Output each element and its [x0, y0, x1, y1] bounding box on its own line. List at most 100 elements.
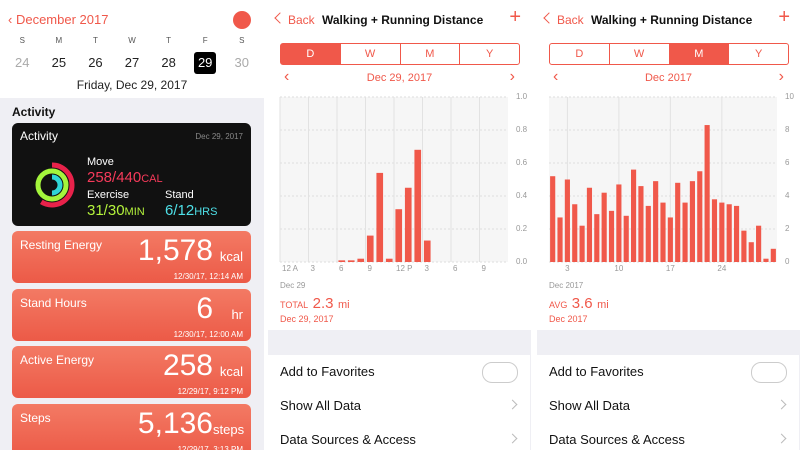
metric-value: 258 [162, 349, 213, 382]
row-label: Show All Data [549, 398, 630, 413]
date-cell[interactable]: 26 [77, 52, 114, 74]
segment[interactable]: M [399, 44, 460, 64]
bar [347, 260, 355, 262]
y-tick-label: 0.4 [516, 191, 528, 200]
stat: AVG 3.6 mi [549, 295, 609, 313]
row-label: Data Sources & Access [280, 432, 416, 447]
bar [645, 205, 651, 262]
metric-card[interactable]: Stand Hours 6 hr 12/30/17, 12:00 AM [12, 288, 251, 341]
bar [423, 240, 431, 262]
metric-value: 5,136 [137, 406, 213, 440]
x-tick-label: 3 [565, 264, 570, 273]
stat-date: Dec 29, 2017 [280, 314, 334, 324]
bar [741, 230, 747, 262]
metric-title: Resting Energy [20, 238, 103, 252]
exercise-label: Exercise [87, 189, 130, 201]
y-tick-label: 6 [785, 158, 790, 167]
activity-title: Activity [20, 129, 59, 143]
segment[interactable]: D [575, 48, 584, 60]
y-tick-label: 0 [785, 257, 790, 266]
bar [572, 204, 578, 262]
bar [608, 210, 615, 262]
segment[interactable]: W [608, 44, 669, 64]
back-button[interactable]: Back [557, 13, 584, 27]
x-tick-label: 6 [453, 264, 458, 273]
add-button[interactable]: + [509, 6, 521, 28]
metric-value: 6 [196, 291, 213, 325]
activity-rings [29, 162, 75, 208]
period-label: Dec 29, 2017 [366, 72, 433, 84]
back-button[interactable]: ‹ December 2017 [8, 12, 109, 27]
x-tick-label: 3 [311, 264, 316, 273]
activity-card[interactable]: Activity Dec 29, 2017 Move 258/440CAL Ex… [12, 123, 251, 226]
stat-unit: mi [597, 299, 609, 311]
list-row[interactable]: Data Sources & Access [537, 423, 799, 450]
chevron [507, 399, 518, 410]
stat-value: 2.3 [312, 295, 334, 312]
x-tick-label: 12 A [282, 264, 299, 273]
weekday: S [19, 36, 25, 45]
date-cell[interactable]: 28 [150, 52, 187, 74]
list-row[interactable]: Data Sources & Access [268, 423, 530, 450]
date-cell[interactable]: 24 [4, 52, 41, 74]
list-row[interactable]: Show All Data [268, 389, 530, 424]
bar [395, 209, 403, 262]
metric-time: 12/30/17, 12:14 AM [173, 272, 243, 281]
metric-card[interactable]: Steps 5,136 steps 12/29/17, 3:13 PM [12, 403, 251, 450]
back-button[interactable]: Back [288, 13, 315, 27]
segment[interactable]: Y [728, 44, 788, 64]
bar [675, 182, 681, 262]
add-button[interactable]: + [778, 6, 790, 28]
prev-arrow[interactable]: ‹ [284, 68, 290, 85]
next-arrow[interactable]: › [509, 68, 515, 85]
next-arrow[interactable]: › [778, 68, 784, 85]
y-tick-label: 0.0 [516, 257, 528, 266]
x-tick-label: 12 P [396, 264, 412, 273]
move-label: Move [87, 156, 114, 168]
bar [557, 217, 563, 262]
date: 29 [194, 52, 217, 74]
bar [564, 179, 570, 262]
activity-date: Dec 29, 2017 [195, 132, 243, 141]
prev-arrow[interactable]: ‹ [553, 68, 559, 85]
stat-unit: mi [337, 299, 350, 311]
list-row[interactable]: Add to Favorites [268, 355, 530, 390]
y-tick-label: 10 [785, 92, 794, 101]
date-cell[interactable]: 29 [187, 52, 224, 74]
list-row[interactable]: Show All Data [537, 389, 799, 424]
metric-value: 1,578 [137, 234, 213, 267]
bar [719, 202, 725, 262]
exercise-value: 31/30MIN [87, 202, 145, 219]
toggle[interactable] [751, 362, 787, 383]
bar [404, 187, 412, 262]
metric-card[interactable]: Resting Energy 1,578 kcal 12/30/17, 12:14 A… [12, 231, 251, 283]
weekday: M [55, 36, 63, 45]
metric-card[interactable]: Active Energy 258 kcal 12/29/17, 9:12 PM [12, 346, 251, 398]
date-cell[interactable]: 27 [114, 52, 151, 74]
date-cell[interactable]: 30 [223, 52, 260, 74]
metric-title: Active Energy [20, 353, 95, 367]
metric-title: Stand Hours [20, 295, 87, 310]
header-title: December 2017 [15, 12, 109, 27]
weekday: S [239, 36, 245, 45]
stat: TOTAL 2.3 mi [280, 295, 350, 313]
toggle[interactable] [482, 362, 518, 383]
segment[interactable]: Y [459, 44, 519, 64]
weekday: F [202, 36, 208, 45]
bar [579, 225, 585, 262]
y-tick-label: 2 [785, 224, 790, 233]
profile-icon[interactable] [233, 11, 251, 29]
stand-number: 6/12 [165, 202, 195, 219]
segment[interactable]: D [281, 44, 340, 64]
date-cell[interactable]: 25 [41, 52, 78, 74]
segment[interactable]: W [339, 44, 400, 64]
segment[interactable]: M [668, 44, 729, 64]
bar [338, 260, 346, 262]
bar [726, 204, 732, 262]
y-tick-label: 0.6 [516, 158, 528, 167]
y-tick-label: 1.0 [516, 92, 528, 101]
list-row[interactable]: Add to Favorites [537, 355, 799, 390]
x-tick-label: 10 [614, 264, 623, 273]
